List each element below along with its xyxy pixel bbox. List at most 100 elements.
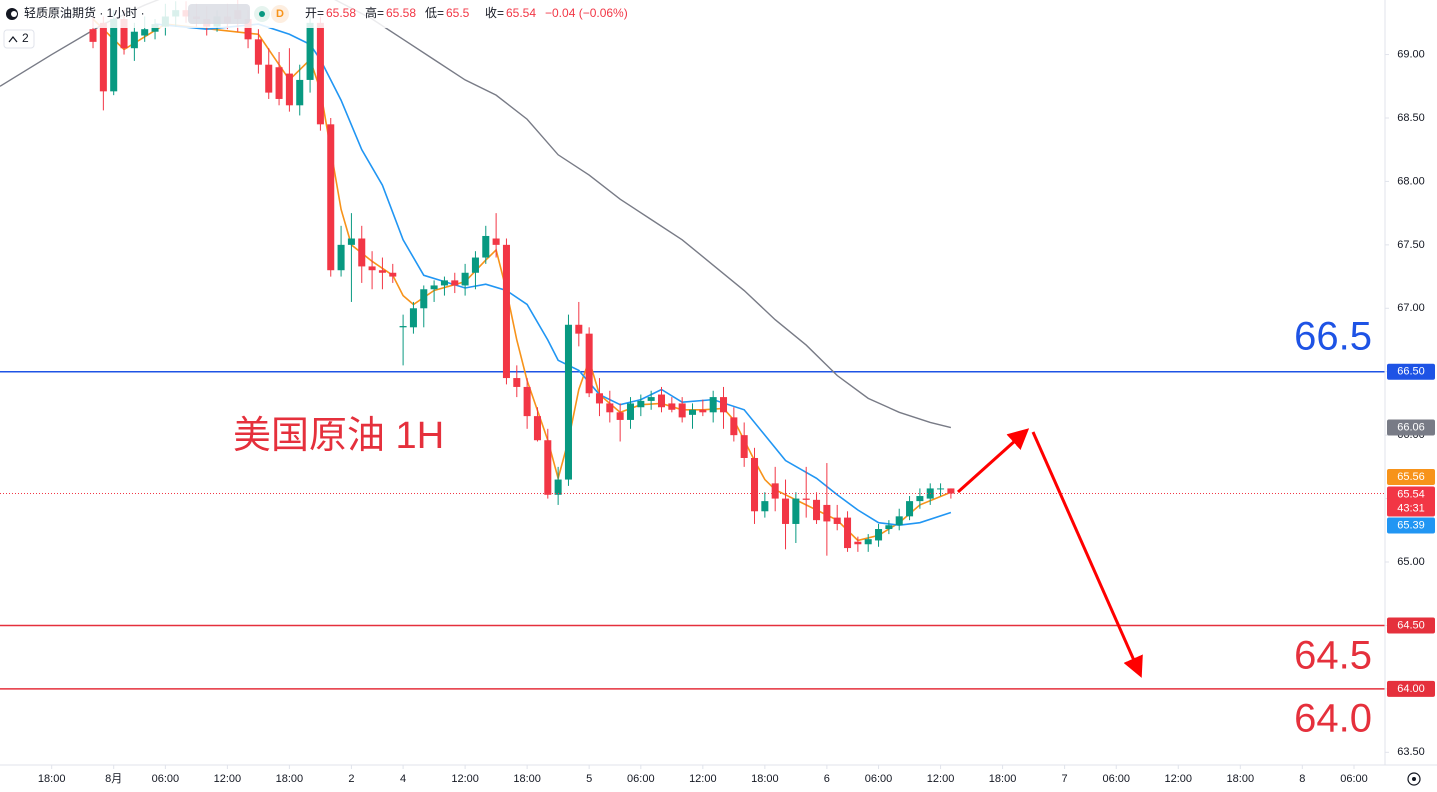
candle-body xyxy=(854,541,862,545)
candle-body xyxy=(502,244,510,379)
ohlc-value: 65.58 xyxy=(386,6,416,20)
candle-body xyxy=(265,64,273,93)
annotation-level: 64.0 xyxy=(1294,697,1372,741)
level-tag-label: 64.00 xyxy=(1397,683,1425,695)
candle-body xyxy=(885,525,893,530)
candle-body xyxy=(420,289,428,309)
price-tag-label: 65.56 xyxy=(1397,471,1425,483)
collapse-count: 2 xyxy=(22,31,29,45)
candle-body xyxy=(626,403,634,420)
x-tick-label: 12:00 xyxy=(451,773,479,785)
candle-body xyxy=(657,394,666,408)
candle-body xyxy=(430,285,438,290)
candle-body xyxy=(513,378,521,387)
candle-body xyxy=(358,238,366,267)
level-tag xyxy=(1387,617,1435,634)
price-tag xyxy=(1387,517,1435,534)
ohlc-label: 收= xyxy=(485,6,504,20)
candle-body xyxy=(751,457,759,512)
candle-body xyxy=(813,499,821,521)
x-tick-label: 18:00 xyxy=(38,773,66,785)
candle-body xyxy=(275,67,283,99)
candle-body xyxy=(347,238,355,245)
level-tag-label: 66.50 xyxy=(1397,366,1425,378)
candle-body xyxy=(833,517,841,524)
x-tick-label: 18:00 xyxy=(276,773,304,785)
x-tick-label: 06:00 xyxy=(1340,773,1368,785)
axes: 69.0068.5068.0067.5067.0066.5066.0065.50… xyxy=(38,48,1435,785)
candle-body xyxy=(492,238,500,245)
candle-body xyxy=(120,19,128,49)
y-tick-label: 67.00 xyxy=(1397,302,1425,314)
x-tick-label: 12:00 xyxy=(689,773,717,785)
candle-body xyxy=(110,19,118,92)
countdown: 43:31 xyxy=(1397,502,1425,514)
x-tick-label: 2 xyxy=(348,773,354,785)
candle-body xyxy=(678,403,686,418)
candle-body xyxy=(637,400,645,408)
x-tick-label: 8 xyxy=(1299,773,1305,785)
candle-body xyxy=(99,22,107,92)
candle-body xyxy=(285,73,293,106)
x-tick-label: 18:00 xyxy=(513,773,541,785)
ohlc-label: 高= xyxy=(365,5,384,20)
ma-line xyxy=(154,23,952,527)
x-tick-label: 18:00 xyxy=(989,773,1017,785)
candle-body xyxy=(482,235,490,258)
candle-body xyxy=(802,498,810,500)
x-tick-label: 4 xyxy=(400,773,406,785)
candle-body xyxy=(647,397,655,401)
header-bg xyxy=(0,0,640,28)
candle-body xyxy=(471,257,479,273)
candle-body xyxy=(254,39,262,65)
y-tick-label: 67.50 xyxy=(1397,239,1425,251)
symbol-title: 轻质原油期货 · 1小时 · xyxy=(24,5,145,20)
collapse-button[interactable] xyxy=(3,29,35,49)
x-tick-label: 8月 xyxy=(105,773,122,785)
price-tag-label: 66.06 xyxy=(1397,421,1425,433)
ohlc-value: 65.54 xyxy=(506,6,536,20)
level-tag-label: 64.50 xyxy=(1397,619,1425,631)
candle-body xyxy=(399,326,407,328)
candle-body xyxy=(378,270,386,273)
candle-body xyxy=(937,488,945,490)
candle-body xyxy=(730,417,738,436)
candle-body xyxy=(130,31,138,49)
x-tick-label: 06:00 xyxy=(627,773,655,785)
symbol-icon-inner xyxy=(11,11,17,17)
candle-body xyxy=(668,403,676,410)
x-tick-label: 12:00 xyxy=(1165,773,1193,785)
interval-badge[interactable]: D xyxy=(276,8,284,20)
settings-icon[interactable] xyxy=(1407,772,1421,786)
candle-body xyxy=(864,539,872,545)
candle-body xyxy=(844,517,852,549)
candle-body xyxy=(89,29,97,42)
candle-body xyxy=(875,529,883,541)
x-tick-label: 18:00 xyxy=(751,773,779,785)
x-tick-label: 5 xyxy=(586,773,592,785)
y-tick-label: 69.00 xyxy=(1397,48,1425,60)
collapse-icon xyxy=(8,36,18,43)
price-tag-label: 65.39 xyxy=(1397,519,1425,531)
price-tag xyxy=(1387,486,1435,517)
candle-body xyxy=(792,498,800,524)
price-tag xyxy=(1387,419,1435,436)
candle-body xyxy=(244,19,252,40)
x-tick-label: 06:00 xyxy=(865,773,893,785)
y-tick-label: 68.00 xyxy=(1397,175,1425,187)
x-tick-label: 12:00 xyxy=(927,773,955,785)
ohlc-label: 低= xyxy=(425,6,444,20)
candle-body xyxy=(740,435,748,458)
candle-body xyxy=(782,498,790,524)
annotation-level: 66.5 xyxy=(1294,315,1372,359)
candle-body xyxy=(296,79,304,106)
candle-body xyxy=(389,272,397,277)
candle-body xyxy=(771,483,779,499)
candle-body xyxy=(699,409,707,413)
candle-body xyxy=(595,393,603,404)
ohlc-value: 65.5 xyxy=(446,6,470,20)
candle-body xyxy=(575,324,583,334)
candle-body xyxy=(523,386,531,417)
candle-body xyxy=(895,516,903,526)
